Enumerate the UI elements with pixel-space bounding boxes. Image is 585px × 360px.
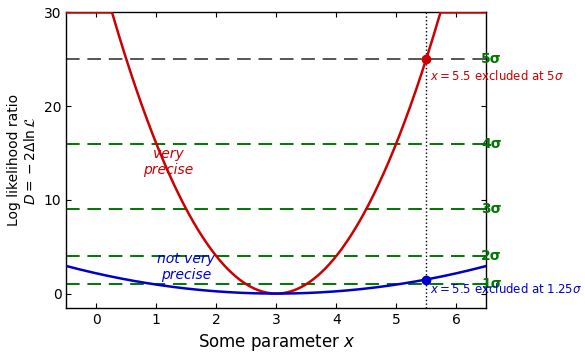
Text: not very
precise: not very precise <box>157 252 215 283</box>
Text: 5σ: 5σ <box>481 52 502 66</box>
Text: $x = 5.5$ excluded at $5\sigma$: $x = 5.5$ excluded at $5\sigma$ <box>431 69 565 83</box>
X-axis label: Some parameter $x$: Some parameter $x$ <box>198 332 355 353</box>
Text: 3σ: 3σ <box>481 202 502 216</box>
Text: $x = 5.5$ excluded at $1.25\sigma$: $x = 5.5$ excluded at $1.25\sigma$ <box>431 282 583 296</box>
Text: 1σ: 1σ <box>481 277 502 291</box>
Text: 2σ: 2σ <box>481 249 502 263</box>
Text: very
precise: very precise <box>143 147 194 177</box>
Y-axis label: Log likelihood ratio
$D = -2\Delta\ln\mathcal{L}$: Log likelihood ratio $D = -2\Delta\ln\ma… <box>7 94 39 226</box>
Text: 4σ: 4σ <box>481 137 502 150</box>
